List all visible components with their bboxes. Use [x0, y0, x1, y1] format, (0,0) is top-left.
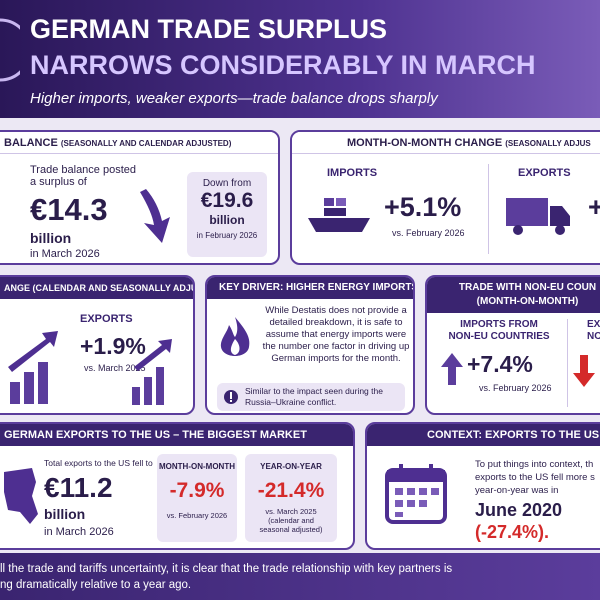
panel-heading: MONTH-ON-MONTH CHANGE (SEASONALLY ADJUS	[292, 132, 600, 154]
value: €11.2	[44, 472, 113, 503]
footer: ll the trade and tariffs uncertainty, it…	[0, 553, 600, 600]
intro: Total exports to the US fell to	[44, 458, 153, 468]
ship-icon	[308, 198, 370, 232]
label: EXPORTS	[80, 313, 133, 325]
truck-icon	[506, 198, 570, 235]
qualifier: (SEASONALLY AND CALENDAR ADJUSTED)	[60, 139, 232, 148]
previous-box: Down from €19.6 billion in February 2026	[187, 172, 267, 257]
panel-heading: BALANCE (SEASONALLY AND CALENDAR ADJUSTE…	[0, 132, 278, 154]
context-panel: CONTEXT: EXPORTS TO THE US To put things…	[365, 422, 600, 550]
heading: MONTH-ON-MONTH CHANGE	[347, 137, 503, 149]
heading: BALANCE	[4, 137, 58, 149]
period: vs. February 2026	[392, 228, 465, 238]
period: vs. March 2025 (calendar and seasonal ad…	[259, 507, 323, 534]
label: EXNON-	[587, 319, 600, 343]
qualifier: (SEASONALLY ADJUS	[505, 139, 591, 148]
balance-panel: BALANCE (SEASONALLY AND CALENDAR ADJUSTE…	[0, 130, 280, 265]
non-eu-panel: TRADE WITH NON-EU COUN (MONTH-ON-MONTH) I…	[425, 275, 600, 415]
body-text: While Destatis does not provide a detail…	[262, 305, 410, 364]
header-icon	[0, 18, 20, 82]
note: Similar to the impact seen during the Ru…	[245, 386, 383, 407]
calendar-icon	[385, 464, 447, 524]
value: +	[588, 192, 600, 223]
intro: Trade balance posted a surplus of	[30, 164, 136, 188]
panel-heading: ANGE (CALENDAR AND SEASONALLY ADJUSTED)	[0, 277, 193, 299]
heading: TRADE WITH NON-EU COUN	[458, 282, 597, 293]
yoy-box: YEAR-ON-YEAR -21.4% vs. March 2025 (cale…	[245, 454, 337, 542]
mom-box: MONTH-ON-MONTH -7.9% vs. February 2026	[157, 454, 237, 542]
value: +5.1%	[384, 192, 462, 222]
down-arrow	[140, 189, 170, 243]
line: exports to the US fell more s	[475, 472, 595, 483]
us-map-icon	[4, 468, 38, 524]
value: -21.4%	[257, 479, 325, 502]
subtitle: Higher imports, weaker exports—trade bal…	[30, 90, 438, 107]
flame-icon	[220, 317, 250, 356]
label-line: NON-EU COUNTRIES	[448, 331, 550, 342]
period: in March 2026	[30, 248, 100, 260]
value: +7.4%	[467, 351, 533, 377]
label: MONTH-ON-MONTH	[159, 462, 235, 471]
header: GERMAN TRADE SURPLUS NARROWS CONSIDERABL…	[0, 0, 600, 118]
title: GERMAN TRADE SURPLUS	[30, 14, 388, 44]
down-arrow	[573, 355, 595, 387]
note-box: Similar to the impact seen during the Ru…	[217, 383, 405, 411]
value: (-27.4%).	[475, 522, 550, 542]
value: -7.9%	[169, 479, 225, 502]
footer-line: ll the trade and tariffs uncertainty, it…	[0, 563, 453, 575]
unit: billion	[209, 213, 245, 227]
label: EXPORTS	[518, 167, 571, 179]
period: in February 2026	[196, 231, 258, 240]
heading: (MONTH-ON-MONTH)	[476, 296, 579, 307]
label: YEAR-ON-YEAR	[260, 462, 322, 471]
value: €14.3	[30, 192, 108, 227]
value: €19.6	[200, 189, 254, 212]
panel-heading: GERMAN EXPORTS TO THE US – THE BIGGEST M…	[0, 424, 353, 446]
bars-icon	[8, 331, 58, 404]
mom-panel: MONTH-ON-MONTH CHANGE (SEASONALLY ADJUS …	[290, 130, 600, 265]
period: vs. February 2026	[166, 511, 228, 520]
unit: billion	[44, 506, 86, 522]
panel-heading: KEY DRIVER: HIGHER ENERGY IMPORTS	[207, 277, 413, 299]
warning-icon	[224, 390, 238, 404]
label-line: IMPORTS FROM	[460, 319, 538, 330]
panel-heading: CONTEXT: EXPORTS TO THE US	[367, 424, 600, 446]
line: To put things into context, th	[475, 459, 594, 470]
yoy-panel: ANGE (CALENDAR AND SEASONALLY ADJUSTED) …	[0, 275, 195, 415]
body-text: To put things into context, th exports to…	[475, 458, 595, 497]
panel-heading: TRADE WITH NON-EU COUN (MONTH-ON-MONTH)	[427, 277, 600, 313]
divider	[488, 164, 489, 254]
driver-panel: KEY DRIVER: HIGHER ENERGY IMPORTS While …	[205, 275, 415, 415]
date: June 2020	[475, 500, 563, 520]
label-line: EX	[587, 319, 600, 330]
period: in March 2026	[44, 526, 114, 538]
label: IMPORTS	[327, 167, 378, 179]
period: vs. February 2026	[479, 383, 552, 393]
period: vs. March 2025	[84, 363, 146, 373]
bars-icon	[132, 339, 172, 405]
label-line: NON-	[587, 331, 600, 342]
unit: billion	[30, 230, 72, 246]
up-arrow	[441, 353, 463, 385]
footer-line: ng dramatically relative to a year ago.	[0, 579, 192, 591]
label: Down from	[202, 178, 252, 189]
title: NARROWS CONSIDERABLY IN MARCH	[30, 50, 536, 80]
label: IMPORTS FROM NON-EU COUNTRIES	[439, 319, 559, 343]
us-panel: GERMAN EXPORTS TO THE US – THE BIGGEST M…	[0, 422, 355, 550]
line: year-on-year was in	[475, 485, 559, 496]
value: +1.9%	[80, 333, 146, 359]
divider	[567, 319, 568, 407]
